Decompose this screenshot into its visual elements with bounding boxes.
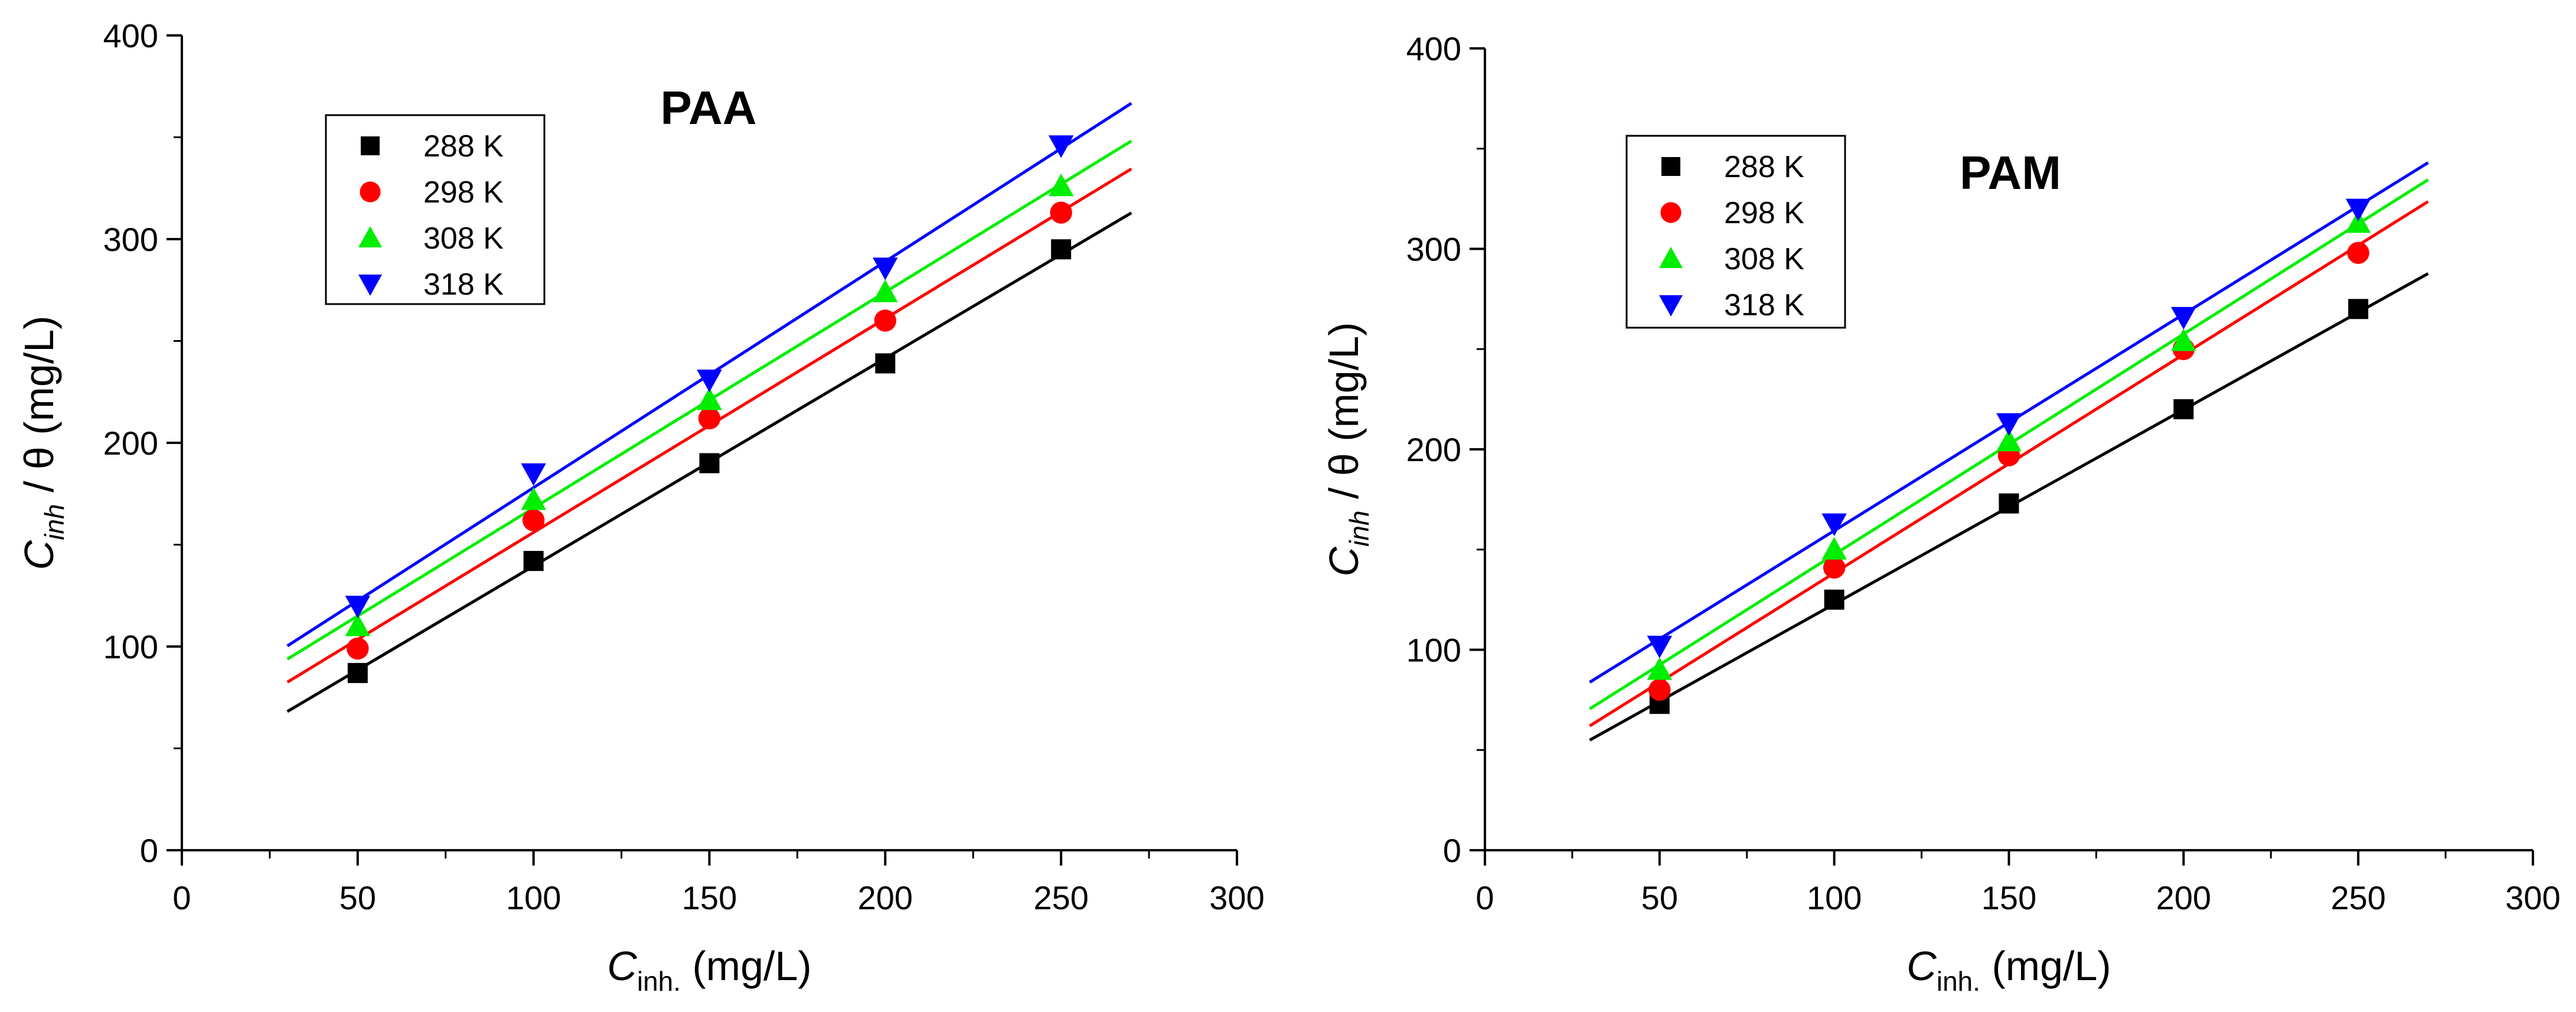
data-point-288k <box>875 353 896 374</box>
y-axis-title: Cinh / θ (mg/L) <box>1321 322 1374 577</box>
data-point-318k <box>1647 635 1673 658</box>
data-point-318k <box>873 257 898 280</box>
legend-marker <box>1661 157 1680 176</box>
y-tick-label: 200 <box>103 425 158 462</box>
data-point-318k <box>345 596 371 619</box>
data-point-298k <box>874 309 897 332</box>
y-tick-label: 0 <box>140 832 158 869</box>
data-point-308k <box>345 613 371 636</box>
x-tick-label: 100 <box>1807 879 1862 916</box>
y-tick-label: 400 <box>103 17 158 54</box>
legend-label: 318 K <box>423 267 504 302</box>
data-point-308k <box>1821 537 1847 560</box>
y-tick-label: 300 <box>1406 231 1461 268</box>
legend-label: 308 K <box>423 221 504 256</box>
x-tick-label: 0 <box>172 879 191 916</box>
data-point-288k <box>2348 299 2369 319</box>
legend-label: 288 K <box>423 129 504 164</box>
y-tick-label: 100 <box>1406 632 1461 669</box>
legend-marker <box>361 136 380 155</box>
x-tick-label: 250 <box>1033 879 1088 916</box>
data-point-288k <box>523 551 544 572</box>
data-point-298k <box>2347 241 2369 264</box>
legend-label: 308 K <box>1724 242 1804 276</box>
x-tick-label: 50 <box>339 879 376 916</box>
x-tick-label: 0 <box>1475 879 1494 916</box>
data-point-288k <box>1051 239 1072 260</box>
data-point-298k <box>1823 556 1846 579</box>
legend-marker <box>1659 295 1683 316</box>
y-tick-label: 0 <box>1443 832 1461 869</box>
data-point-308k <box>1996 429 2022 452</box>
data-point-318k <box>697 370 722 393</box>
y-tick-label: 400 <box>1406 30 1461 67</box>
legend-label: 298 K <box>423 175 504 210</box>
data-point-308k <box>521 487 546 510</box>
data-point-318k <box>1821 513 1847 536</box>
x-tick-label: 150 <box>682 879 737 916</box>
legend-marker <box>1659 247 1683 268</box>
data-point-308k <box>2345 210 2371 233</box>
data-point-318k <box>521 463 546 486</box>
data-point-308k <box>873 279 898 302</box>
data-point-308k <box>697 387 722 410</box>
panel-title: PAA <box>661 81 757 134</box>
data-point-308k <box>1048 174 1074 197</box>
data-point-298k <box>1050 201 1072 224</box>
data-point-288k <box>1824 589 1844 610</box>
x-tick-label: 250 <box>2330 879 2385 916</box>
x-axis-title: Cinh. (mg/L) <box>1906 943 2111 997</box>
data-point-318k <box>2345 198 2371 221</box>
y-tick-label: 200 <box>1406 431 1461 468</box>
y-axis-title: Cinh / θ (mg/L) <box>16 316 70 570</box>
data-point-288k <box>699 453 720 474</box>
data-point-318k <box>1996 413 2022 436</box>
x-tick-label: 300 <box>2505 879 2560 916</box>
chart-panel-pam: 0 50 100 150 200 250 300 0 100 200 300 400 288 K 298 … <box>1321 30 2561 997</box>
x-tick-label: 300 <box>1209 879 1264 916</box>
data-point-298k <box>522 509 545 531</box>
x-tick-label: 200 <box>858 879 913 916</box>
data-point-288k <box>347 662 368 683</box>
data-point-298k <box>347 637 369 660</box>
legend-marker <box>360 181 381 203</box>
legend-marker <box>1660 202 1682 223</box>
data-point-298k <box>1648 678 1671 701</box>
x-tick-label: 100 <box>506 879 561 916</box>
legend-marker <box>358 275 382 296</box>
legend-label: 318 K <box>1724 288 1804 322</box>
data-point-318k <box>1048 135 1074 158</box>
x-axis-title: Cinh. (mg/L) <box>607 943 811 997</box>
x-tick-label: 200 <box>2156 879 2211 916</box>
y-tick-label: 300 <box>103 221 158 258</box>
data-point-298k <box>698 407 721 430</box>
panel-title: PAM <box>1960 146 2061 199</box>
y-tick-label: 100 <box>103 628 158 665</box>
x-tick-label: 150 <box>1981 879 2036 916</box>
data-point-318k <box>2171 306 2196 330</box>
data-point-308k <box>2171 328 2196 351</box>
legend-label: 288 K <box>1724 150 1804 184</box>
legend-marker <box>358 226 382 247</box>
x-tick-label: 50 <box>1641 879 1678 916</box>
data-point-288k <box>2173 399 2194 420</box>
chart-panel-paa: 0 50 100 150 200 250 300 0 100 200 300 400 288 K 298 … <box>16 17 1265 997</box>
data-point-308k <box>1647 657 1673 680</box>
legend-label: 298 K <box>1724 196 1804 230</box>
data-point-288k <box>1999 493 2019 514</box>
